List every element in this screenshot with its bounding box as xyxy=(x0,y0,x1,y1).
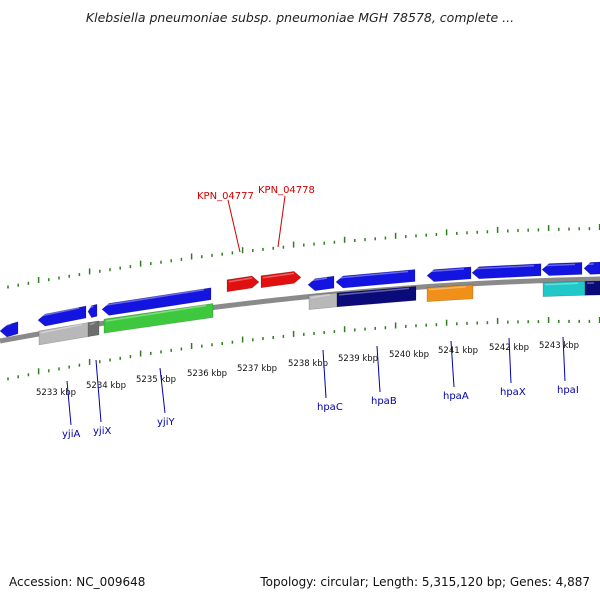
gene-cyan-box-highlight xyxy=(544,282,579,286)
gene-labels: 5233 kbp 5234 kbp 5235 kbp 5236 kbp 5237… xyxy=(36,185,579,440)
gene-gray-box-highlight xyxy=(310,294,331,299)
gene-blue-arrow xyxy=(583,261,600,275)
scale-label: 5235 kbp xyxy=(136,375,176,385)
gene-label-hpaB: hpaB xyxy=(371,345,397,407)
gene-blue-arrow xyxy=(426,266,472,282)
gene-orange-box xyxy=(426,284,474,302)
gene-label-yjiA: yjiA xyxy=(62,380,80,440)
gene-orange-box-highlight xyxy=(428,286,467,291)
svg-text:hpaC: hpaC xyxy=(317,402,343,413)
map-title: Klebsiella pneumoniae subsp. pneumoniae … xyxy=(85,10,515,25)
svg-text:yjiY: yjiY xyxy=(157,417,175,428)
accession-text: Accession: NC_009648 xyxy=(9,575,146,589)
gene-label-hpaC: hpaC xyxy=(317,349,343,413)
scale-label: 5241 kbp xyxy=(438,346,478,356)
gene-red-arrow xyxy=(260,271,302,289)
gene-red-arrow-highlight xyxy=(262,272,295,279)
gene-label-KPN_04778: KPN_04778 xyxy=(258,185,315,248)
gene-blue-arrow-highlight xyxy=(89,305,94,309)
gene-label-hpaA: hpaA xyxy=(443,340,469,402)
gene-navy-box xyxy=(584,280,600,296)
svg-text:KPN_04778: KPN_04778 xyxy=(258,185,315,196)
gene-navy-box xyxy=(336,286,417,308)
gene-blue-arrow-highlight xyxy=(428,268,465,273)
gene-navy-box-highlight xyxy=(338,287,410,296)
gene-green-box-highlight xyxy=(105,304,207,322)
gene-label-yjiX: yjiX xyxy=(93,359,111,437)
svg-text:hpaA: hpaA xyxy=(443,391,469,402)
gene-blue-arrow-highlight xyxy=(103,289,205,307)
scale-label: 5236 kbp xyxy=(187,369,227,379)
topology-text: Topology: circular; Length: 5,315,120 bp… xyxy=(260,575,590,589)
gene-label-hpaX: hpaX xyxy=(500,337,526,398)
gene-blue-arrow-highlight xyxy=(1,322,12,328)
gene-darkgray-box-highlight xyxy=(89,322,95,326)
scale-label: 5239 kbp xyxy=(338,354,378,364)
gene-red-arrow xyxy=(226,275,260,293)
svg-text:yjiX: yjiX xyxy=(93,426,111,437)
gene-features xyxy=(0,261,600,346)
scale-label: 5240 kbp xyxy=(389,350,429,360)
upper-tick-track xyxy=(7,224,600,289)
gene-darkgray-box xyxy=(87,320,100,337)
svg-text:hpaB: hpaB xyxy=(371,396,397,407)
scale-label: 5243 kbp xyxy=(539,341,579,351)
gene-blue-arrow xyxy=(87,303,98,318)
scale-label: 5237 kbp xyxy=(237,364,277,374)
svg-text:hpaI: hpaI xyxy=(557,385,579,396)
svg-text:yjiA: yjiA xyxy=(62,429,80,440)
gene-gray-box xyxy=(38,322,90,346)
scale-label: 5238 kbp xyxy=(288,359,328,369)
gene-blue-arrow-highlight xyxy=(309,277,328,282)
gene-blue-arrow xyxy=(37,305,87,327)
gene-blue-arrow-highlight xyxy=(337,270,409,279)
gene-blue-arrow-highlight xyxy=(39,307,80,317)
gene-gray-box-highlight xyxy=(40,323,83,334)
gene-blue-arrow xyxy=(335,269,416,289)
gene-blue-arrow-highlight xyxy=(543,263,576,267)
gene-label-yjiY: yjiY xyxy=(157,367,175,428)
gene-blue-arrow xyxy=(541,262,583,276)
gene-blue-arrow xyxy=(471,263,542,280)
gene-blue-arrow xyxy=(101,287,212,316)
gene-blue-arrow xyxy=(0,321,19,338)
svg-text:hpaX: hpaX xyxy=(500,387,526,398)
gene-label-hpaI: hpaI xyxy=(557,336,579,396)
scale-label: 5233 kbp xyxy=(36,388,76,398)
gene-red-arrow-highlight xyxy=(228,277,253,283)
gene-blue-arrow-highlight xyxy=(473,264,535,270)
genome-backbone xyxy=(0,276,600,344)
gene-blue-arrow xyxy=(307,275,335,292)
scale-label: 5234 kbp xyxy=(86,381,126,391)
gene-green-box xyxy=(103,303,214,334)
gene-label-KPN_04777: KPN_04777 xyxy=(197,191,254,253)
svg-text:KPN_04777: KPN_04777 xyxy=(197,191,254,202)
